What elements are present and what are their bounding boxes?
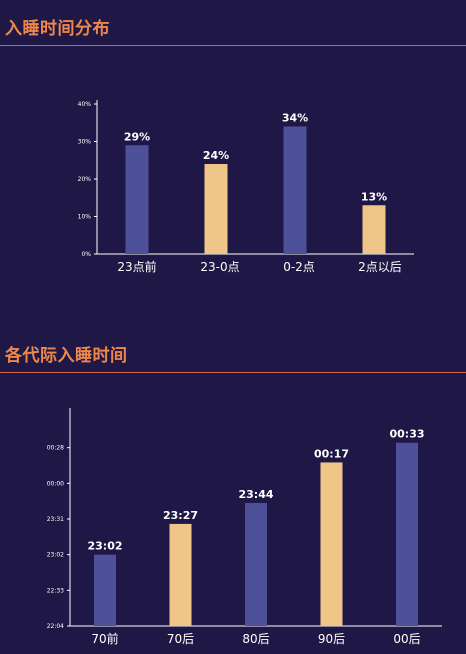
y-tick-label: 10% [78, 214, 92, 221]
y-tick-label: 30% [78, 139, 92, 146]
category-label: 23-0点 [200, 260, 239, 274]
bar [245, 503, 267, 626]
y-tick-label: 22:04 [47, 623, 64, 630]
section-divider [0, 45, 466, 46]
y-tick-label: 22:33 [47, 587, 64, 594]
category-label: 90后 [318, 632, 345, 646]
category-label: 2点以后 [358, 260, 402, 274]
data-label: 23:44 [238, 488, 273, 501]
y-tick-label: 20% [78, 176, 92, 183]
section-title-bedtime-distribution: 入睡时间分布 [5, 19, 110, 39]
category-label: 0-2点 [283, 260, 315, 274]
data-label: 13% [361, 190, 387, 203]
bar [94, 554, 116, 626]
y-tick-label: 00:28 [47, 445, 64, 452]
y-tick-label: 23:31 [47, 516, 64, 523]
category-label: 23点前 [117, 259, 156, 274]
bar [396, 442, 418, 626]
section-title-generation-bedtime: 各代际入睡时间 [5, 346, 128, 366]
bar [320, 462, 343, 626]
y-tick-label: 0% [81, 251, 91, 258]
section-divider [0, 372, 466, 373]
data-label: 23:27 [163, 509, 198, 522]
bar [169, 523, 192, 626]
data-label: 24% [203, 149, 229, 162]
data-label: 00:33 [389, 428, 424, 441]
category-label: 70后 [167, 632, 194, 646]
bar [283, 126, 307, 254]
category-label: 80后 [242, 632, 269, 646]
bar [125, 145, 149, 254]
data-label: 23:02 [87, 540, 122, 553]
bar [362, 205, 386, 254]
data-label: 29% [124, 130, 150, 143]
bar [204, 164, 228, 254]
data-label: 00:17 [314, 447, 349, 460]
data-label: 34% [282, 112, 308, 125]
y-tick-label: 40% [78, 101, 92, 108]
category-label: 00后 [393, 632, 420, 646]
y-tick-label: 00:00 [47, 480, 64, 487]
category-label: 70前 [91, 631, 118, 646]
y-tick-label: 23:02 [47, 552, 64, 559]
